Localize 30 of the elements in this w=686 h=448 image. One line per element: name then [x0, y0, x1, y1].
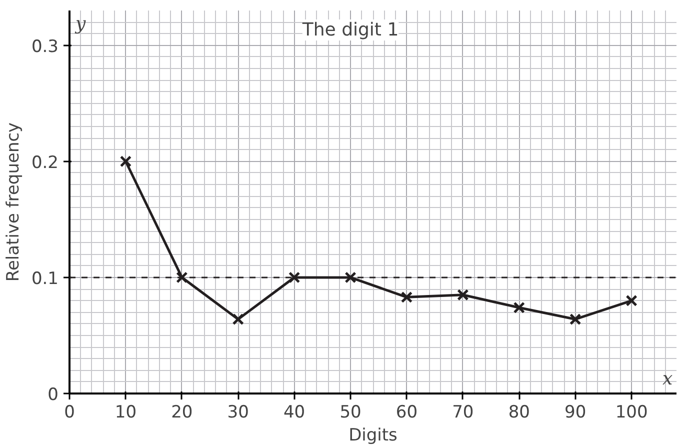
y-tick-label: 0.2: [31, 152, 59, 173]
point: [457, 289, 469, 301]
point: [569, 313, 582, 326]
point: [344, 272, 356, 284]
point: [232, 313, 244, 326]
x-tick-label: 100: [615, 402, 648, 422]
x-axis-title: Digits: [348, 426, 398, 446]
x-tick-label: 30: [227, 402, 249, 422]
y-tick-label: 0: [48, 385, 59, 405]
annotation: x: [662, 368, 673, 390]
x-tick-label: 20: [171, 402, 193, 422]
x-tick-label: 90: [564, 402, 586, 422]
point: [176, 272, 188, 284]
x-tick-label: 40: [284, 402, 306, 422]
x-tick-label: 80: [508, 402, 530, 422]
x-tick-label: 60: [396, 402, 418, 422]
y-tick-label: 0.3: [31, 36, 59, 57]
annotation: y: [74, 14, 86, 34]
y-axis-title: Relative frequency: [3, 122, 24, 282]
y-tick-label: 0.1: [31, 268, 59, 289]
point: [288, 272, 300, 284]
point: [513, 302, 525, 314]
x-tick-label: 10: [114, 402, 137, 422]
point: [400, 291, 413, 304]
x-tick-label: 0: [64, 402, 75, 422]
x-tick-label: 70: [452, 402, 474, 422]
point: [626, 294, 638, 306]
text: The digit 1: [301, 20, 399, 40]
x-tick-label: 50: [340, 402, 362, 422]
point: [120, 156, 132, 168]
